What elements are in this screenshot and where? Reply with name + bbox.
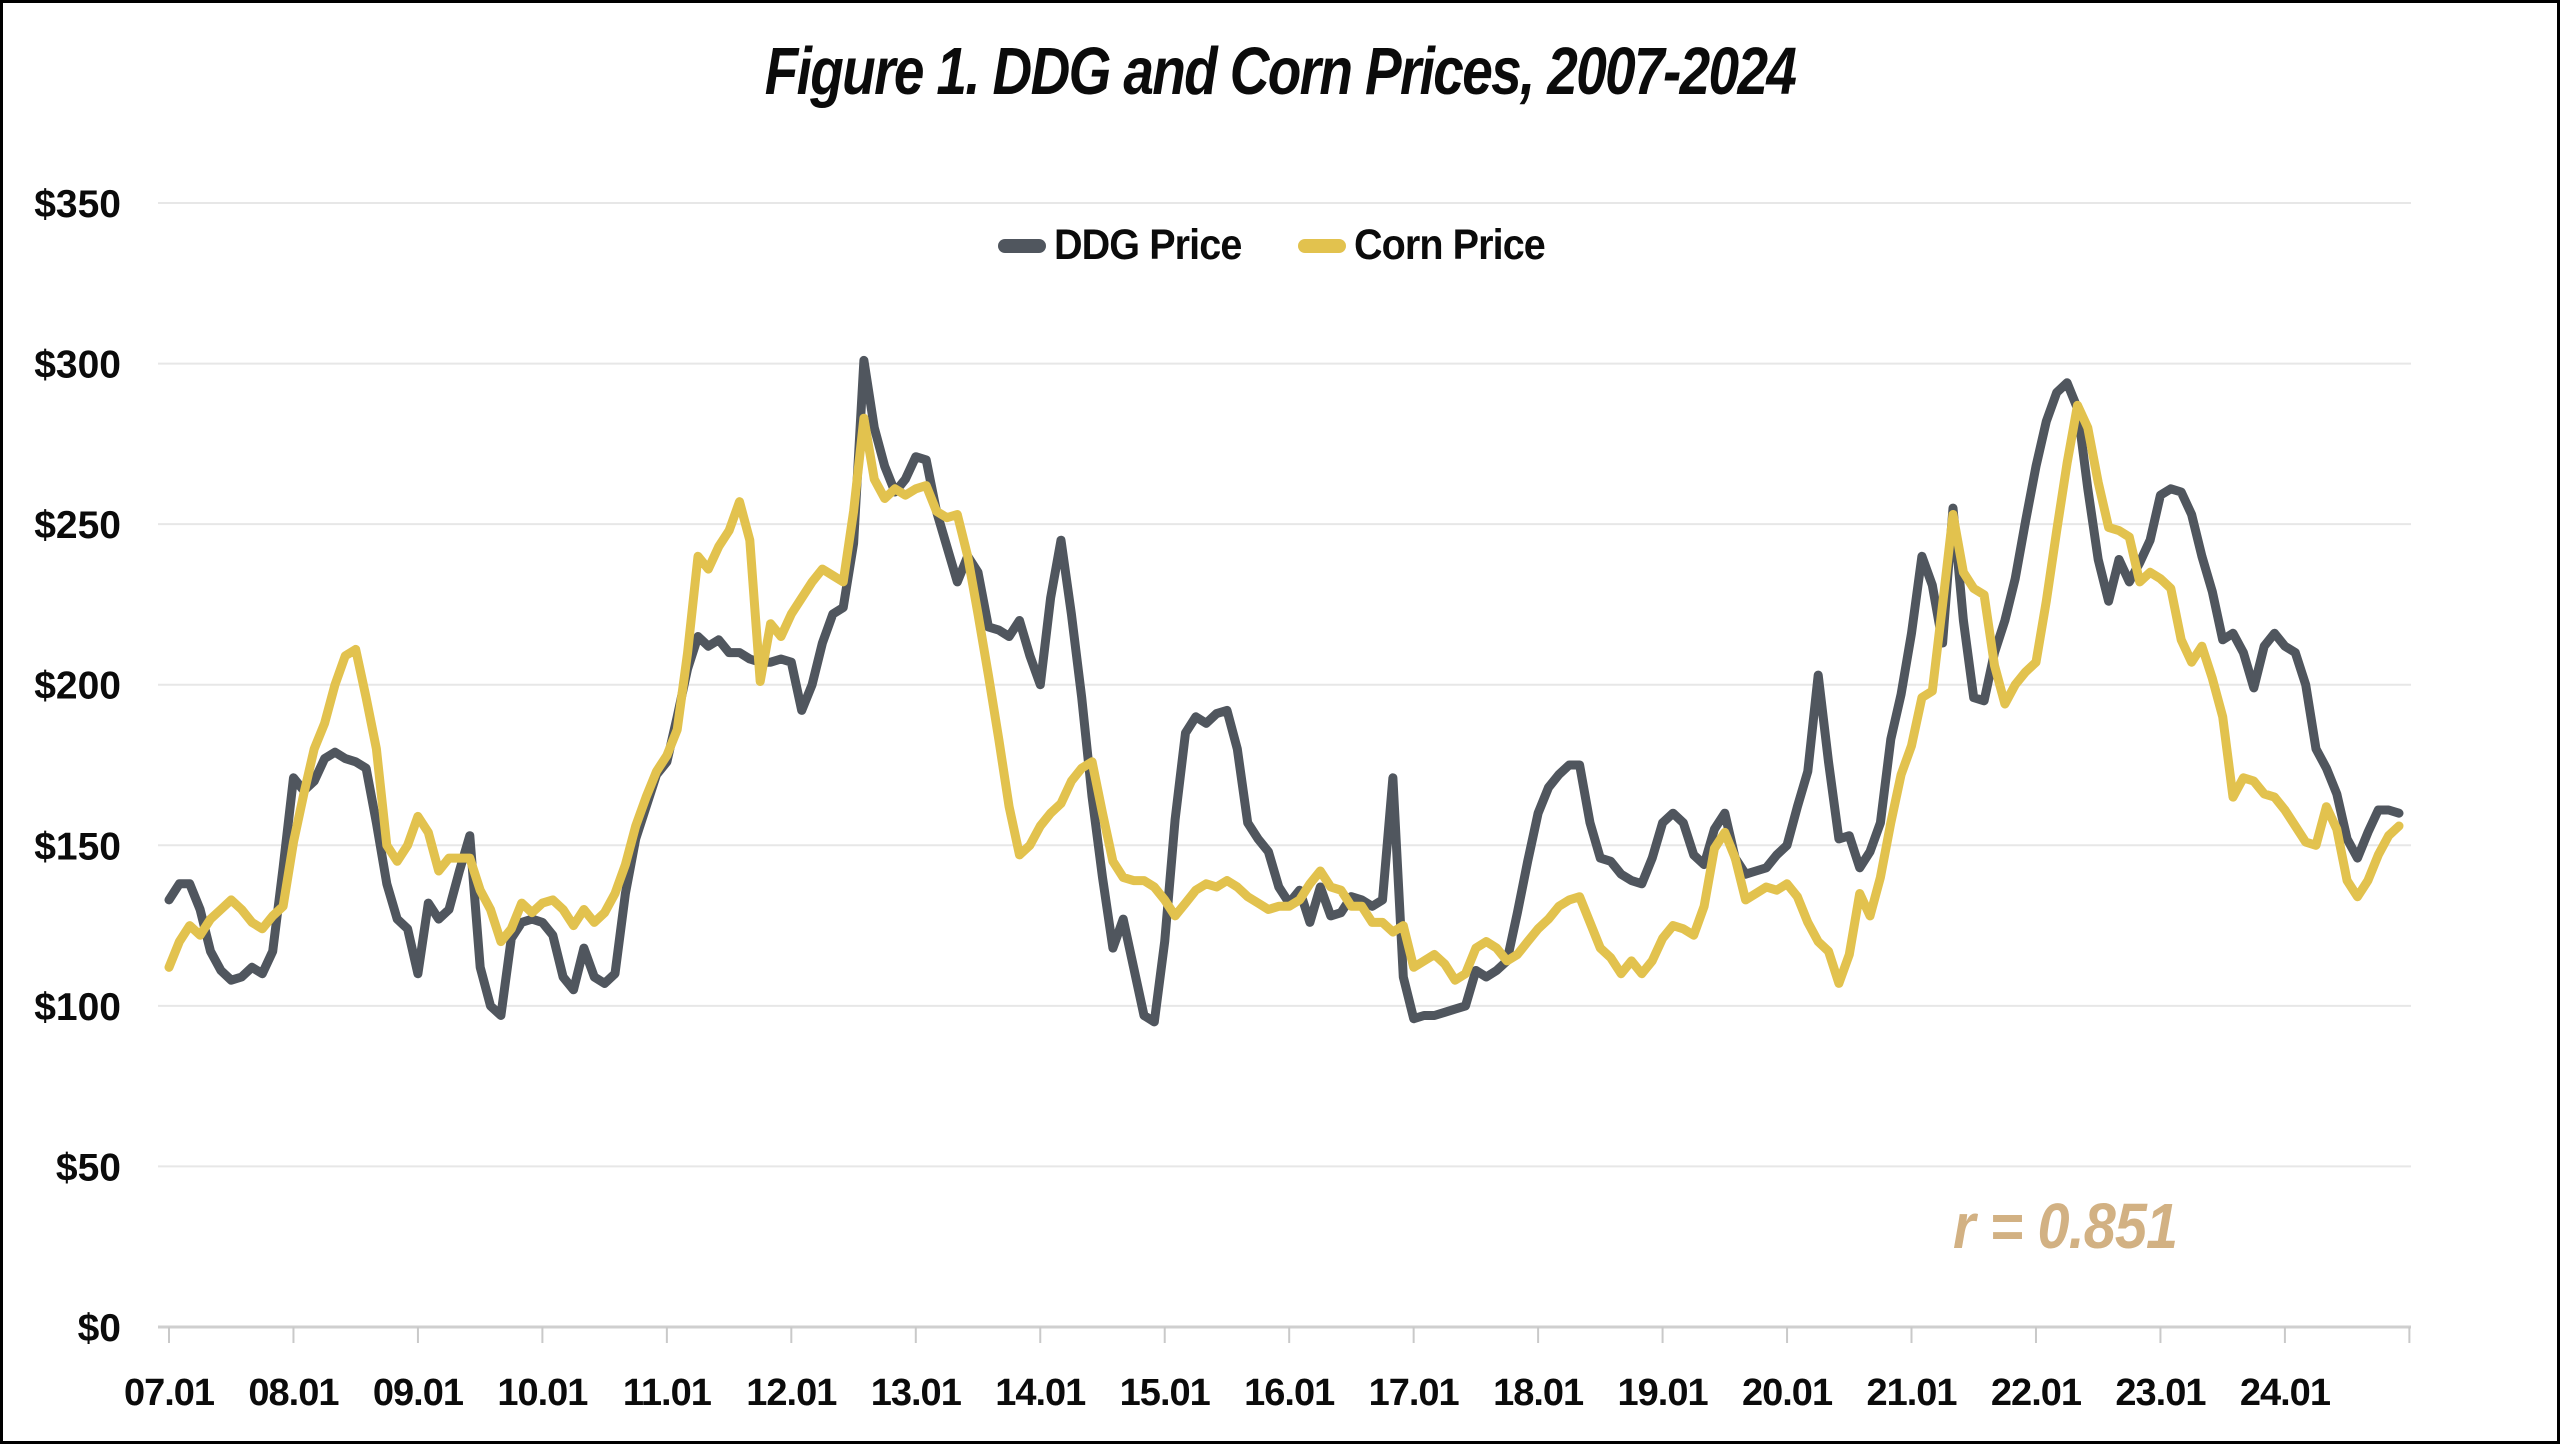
corn-price-line xyxy=(164,400,2404,988)
x-axis-label: 23.01 xyxy=(2115,1372,2206,1414)
legend-label-ddg: DDG Price xyxy=(1054,221,1242,269)
x-axis-label: 14.01 xyxy=(995,1372,1086,1414)
x-axis-label: 24.01 xyxy=(2240,1372,2331,1414)
x-axis-label: 20.01 xyxy=(1742,1372,1833,1414)
ddg-price-line xyxy=(164,355,2404,1027)
x-axis-label: 22.01 xyxy=(1991,1372,2082,1414)
ddg-line-swatch-icon xyxy=(998,238,1047,253)
legend-item-ddg: DDG Price xyxy=(998,221,1258,270)
y-axis-label: $300 xyxy=(34,344,121,387)
x-axis-label: 09.01 xyxy=(373,1372,464,1414)
y-axis-label: $0 xyxy=(78,1307,121,1350)
x-axis-label: 12.01 xyxy=(746,1372,837,1414)
x-axis-label: 07.01 xyxy=(124,1372,215,1414)
x-axis-label: 17.01 xyxy=(1369,1372,1460,1414)
x-axis-label: 15.01 xyxy=(1120,1372,1211,1414)
x-axis-label: 21.01 xyxy=(1866,1372,1957,1414)
y-axis-label: $200 xyxy=(34,665,121,708)
y-axis-label: $150 xyxy=(34,825,121,868)
x-axis-label: 11.01 xyxy=(623,1372,712,1414)
price-chart-plot-area: $0 $50 $100 $150 $200 $250 $300 $350 07.01 08.01 0… xyxy=(34,183,2411,1414)
x-axis-label: 13.01 xyxy=(871,1372,962,1414)
x-axis-label: 08.01 xyxy=(248,1372,339,1414)
x-axis-label: 18.01 xyxy=(1493,1372,1584,1414)
corn-line-swatch-icon xyxy=(1298,238,1347,253)
chart-legend: DDG Price Corn Price xyxy=(3,221,2557,270)
correlation-annotation: r = 0.851 xyxy=(1953,1190,2178,1262)
legend-label-corn: Corn Price xyxy=(1354,221,1546,269)
y-axis-label: $350 xyxy=(34,183,121,226)
x-axis-label: 10.01 xyxy=(497,1372,588,1414)
x-axis-label: 16.01 xyxy=(1244,1372,1335,1414)
y-axis-label: $100 xyxy=(34,986,121,1029)
y-axis-label: $50 xyxy=(56,1146,121,1189)
chart-title: Figure 1. DDG and Corn Prices, 2007-2024 xyxy=(764,34,1797,109)
x-axis-label: 19.01 xyxy=(1618,1372,1709,1414)
legend-item-corn: Corn Price xyxy=(1298,221,1561,270)
y-axis-label: $250 xyxy=(34,504,121,547)
